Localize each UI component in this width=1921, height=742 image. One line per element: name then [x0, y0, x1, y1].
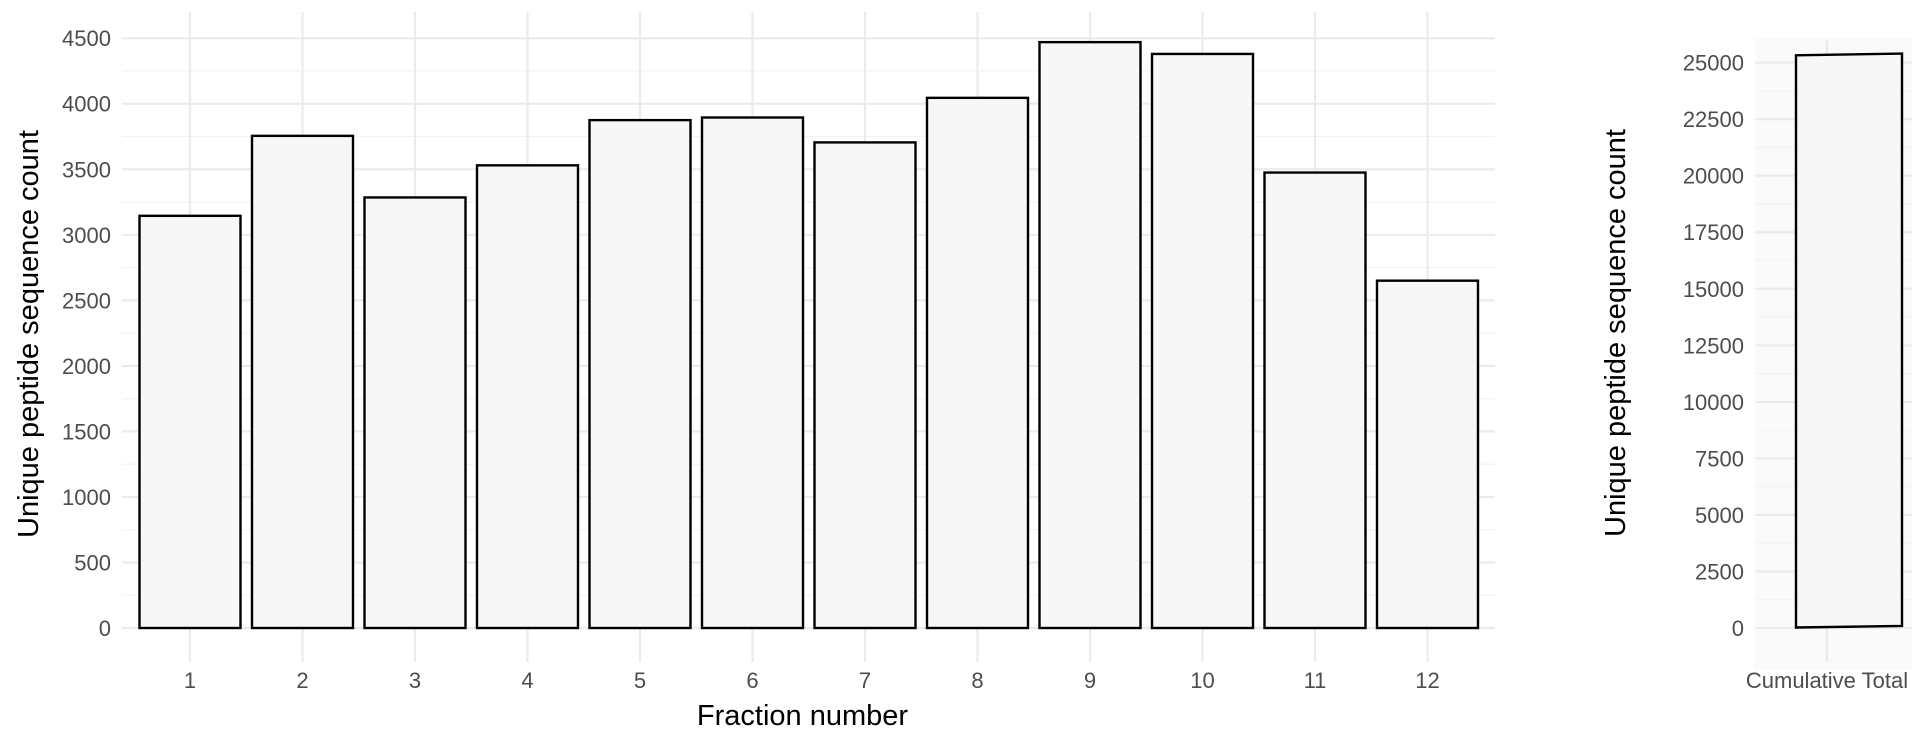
bar [1038, 40, 1142, 630]
y-tick-label: 20000 [1683, 164, 1744, 189]
bar [250, 134, 355, 630]
y-axis-title: Unique peptide sequence count [1600, 129, 1632, 537]
y-tick-label: 4000 [62, 92, 111, 117]
y-axis-title: Unique peptide sequence count [13, 130, 45, 538]
x-tick-label: 3 [409, 668, 421, 693]
x-axis-title: Fraction number [697, 700, 908, 732]
cumulative-panel: 0 2500 5000 7500 10000 12500 15000 17500 20000 22… [1600, 38, 1912, 693]
y-tick-label: 0 [1732, 616, 1744, 641]
x-tick-label: 12 [1415, 668, 1439, 693]
bar [1794, 52, 1904, 629]
bar [1263, 171, 1367, 630]
x-tick-label: 11 [1304, 668, 1327, 693]
y-tick-label: 1500 [62, 419, 111, 444]
x-tick-label: Cumulative Total [1746, 668, 1908, 693]
y-tick-label: 12500 [1683, 333, 1744, 358]
y-tick-label: 2000 [62, 354, 111, 379]
y-tick-label: 2500 [62, 288, 111, 313]
y-tick-label: 5000 [1695, 503, 1744, 528]
y-tick-label: 10000 [1683, 390, 1744, 415]
y-tick-label: 25000 [1683, 51, 1744, 76]
bar [138, 214, 242, 630]
x-tick-label: 7 [859, 668, 871, 693]
x-tick-label: 6 [746, 668, 758, 693]
y-tick-label: 4500 [62, 26, 111, 51]
x-tick-label: 10 [1190, 668, 1214, 693]
bar [925, 96, 1030, 630]
x-tick-label: 4 [521, 668, 533, 693]
y-tick-label: 22500 [1683, 107, 1744, 132]
x-tick-label: 9 [1084, 668, 1096, 693]
y-tick-label: 500 [74, 550, 111, 575]
x-tick-label: 5 [634, 668, 646, 693]
bar [588, 118, 692, 630]
bar [700, 116, 805, 630]
x-tick-label: 1 [184, 668, 196, 693]
y-tick-label: 17500 [1683, 220, 1744, 245]
y-tick-label: 2500 [1695, 559, 1744, 584]
y-tick-label: 7500 [1695, 446, 1744, 471]
y-tick-label: 3000 [62, 223, 111, 248]
y-tick-label: 15000 [1683, 277, 1744, 302]
x-tick-label: 8 [971, 668, 983, 693]
y-tick-label: 1000 [62, 485, 111, 510]
y-tick-label: 3500 [62, 157, 111, 182]
bar [813, 141, 917, 630]
y-tick-label: 0 [99, 616, 111, 641]
bar [1375, 279, 1480, 630]
bar [1150, 52, 1255, 630]
bar [363, 196, 467, 630]
bar [475, 164, 580, 630]
x-tick-label: 2 [296, 668, 308, 693]
